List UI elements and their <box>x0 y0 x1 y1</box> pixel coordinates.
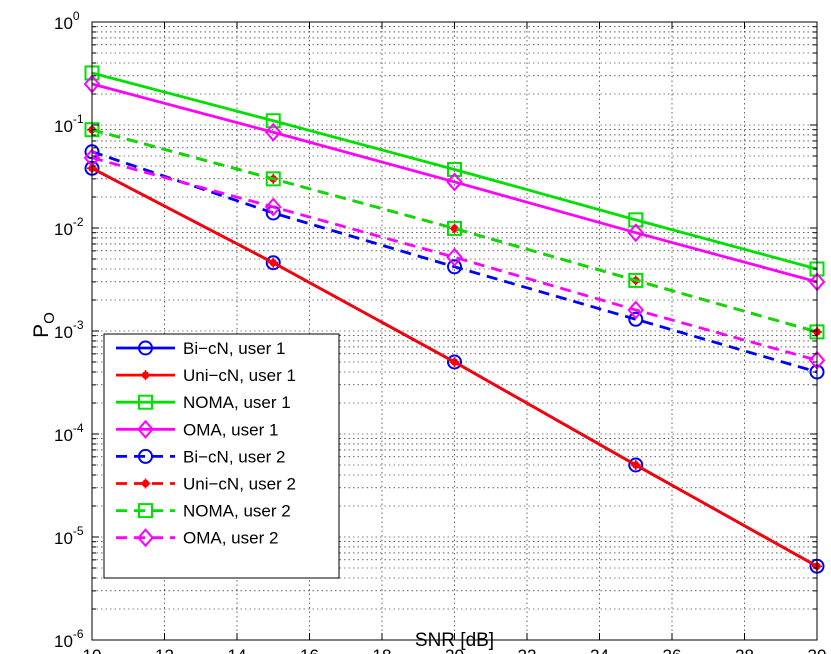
y-axis-label-sub: O <box>41 312 58 324</box>
x-tick-label: 22 <box>518 646 537 654</box>
series-4 <box>83 74 826 292</box>
legend: Bi−cN, user 1 Uni−cN, user 1 NOMA, user 1 O… <box>103 333 340 579</box>
legend-marker <box>137 528 154 548</box>
x-tick-label: 20 <box>445 646 464 654</box>
legend-marker <box>137 419 154 439</box>
y-tick-label: 10-1 <box>54 112 84 136</box>
data-point <box>630 460 641 471</box>
axis-ticks <box>91 21 818 641</box>
data-point <box>627 300 645 320</box>
data-point <box>627 223 645 243</box>
x-axis-label: SNR [dB] <box>415 630 494 651</box>
data-point <box>628 212 644 228</box>
x-tick-label: 26 <box>663 646 682 654</box>
legend-label: Uni−cN, user 2 <box>183 475 296 494</box>
x-tick-label: 30 <box>808 646 827 654</box>
y-tick-label: 10-3 <box>54 318 84 342</box>
legend-marker <box>138 448 153 464</box>
data-point <box>447 354 462 370</box>
y-tick-label: 10-2 <box>54 215 84 239</box>
data-point <box>265 171 281 187</box>
legend-label: Bi−cN, user 1 <box>183 339 286 358</box>
y-axis-label: PO <box>30 312 58 338</box>
legend-marker <box>138 503 153 519</box>
legend-label: NOMA, user 1 <box>183 393 291 412</box>
data-point <box>264 122 282 142</box>
y-tick-label: 10-5 <box>54 524 84 548</box>
data-point <box>628 457 644 473</box>
data-point <box>446 247 463 267</box>
legend-marker <box>138 394 153 410</box>
x-tick-label: 14 <box>228 646 247 654</box>
data-point <box>628 311 644 327</box>
data-point <box>628 272 644 288</box>
legend-label: OMA, user 2 <box>183 529 278 548</box>
series-line <box>91 71 818 271</box>
data-point <box>268 257 279 268</box>
y-tick-label: 10-6 <box>54 627 84 651</box>
x-tick-labels: 10 12 14 16 18 20 22 24 26 28 30 <box>83 646 827 654</box>
legend-label: NOMA, user 2 <box>183 502 291 521</box>
x-tick-label: 16 <box>300 646 319 654</box>
series-line <box>91 82 818 284</box>
x-tick-label: 12 <box>155 646 174 654</box>
data-point <box>265 113 281 129</box>
y-tick-labels: 10-6 10-5 10-4 10-3 10-2 10-1 100 <box>54 9 84 651</box>
x-tick-label: 28 <box>735 646 754 654</box>
x-tick-label: 24 <box>590 646 609 654</box>
data-point <box>449 223 460 234</box>
data-point <box>449 357 460 368</box>
data-point <box>446 172 463 192</box>
legend-marker <box>140 370 151 381</box>
y-axis-label-main: P <box>30 324 53 338</box>
y-tick-label: 10-4 <box>54 421 84 445</box>
data-point <box>447 161 462 177</box>
legend-marker <box>140 478 151 489</box>
legend-label: OMA, user 1 <box>183 420 278 439</box>
x-tick-label: 10 <box>83 646 102 654</box>
series-line <box>91 150 818 374</box>
data-point <box>447 259 462 275</box>
legend-marker <box>138 340 153 356</box>
legend-label: Bi−cN, user 2 <box>183 447 286 466</box>
data-point <box>264 197 282 217</box>
data-point <box>447 220 462 236</box>
grid <box>92 22 817 640</box>
x-tick-label: 18 <box>373 646 392 654</box>
legend-label: Uni−cN, user 1 <box>183 366 296 385</box>
data-point <box>265 255 281 271</box>
y-tick-label: 100 <box>54 9 80 33</box>
